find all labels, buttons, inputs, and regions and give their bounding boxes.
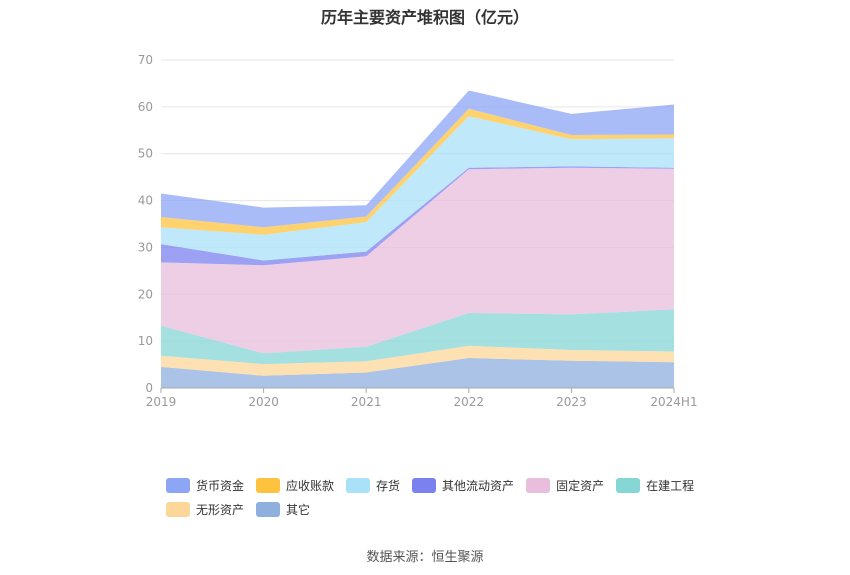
y-tick-label: 50 xyxy=(138,147,153,161)
area-7[interactable] xyxy=(161,108,674,235)
x-tick-label: 2023 xyxy=(556,395,587,409)
legend-item-inventory[interactable]: 存货 xyxy=(346,477,400,494)
area-4[interactable] xyxy=(161,167,674,354)
area-series xyxy=(161,90,674,388)
x-tick-label: 2021 xyxy=(351,395,382,409)
data-source: 数据来源：恒生聚源 xyxy=(366,550,484,565)
axes: 0 10 20 30 40 50 60 70 2019 2020 2021 2022 2023 2024H… xyxy=(138,53,698,409)
legend-swatch-intangible xyxy=(166,501,190,517)
legend-swatch-receivables xyxy=(256,477,281,493)
legend-item-fixed-assets[interactable]: 固定资产 xyxy=(526,477,604,494)
x-tick-label: 2019 xyxy=(146,395,177,409)
y-tick-label: 70 xyxy=(138,53,153,67)
legend-row-2: 无形资产 其它 xyxy=(166,497,726,521)
chart-title: 历年主要资产堆积图（亿元） xyxy=(320,8,529,27)
area-8[interactable] xyxy=(161,90,674,228)
y-tick-label: 0 xyxy=(145,381,153,395)
legend-item-other[interactable]: 其它 xyxy=(256,501,310,518)
legend-label-inventory: 存货 xyxy=(376,478,401,493)
y-tick-label: 60 xyxy=(138,100,153,114)
y-tick-label: 30 xyxy=(138,240,153,254)
legend-swatch-cash xyxy=(166,477,190,493)
area-1[interactable] xyxy=(161,358,674,388)
legend-label-other-current-assets: 其他流动资产 xyxy=(442,478,515,493)
y-tick-label: 20 xyxy=(138,287,153,301)
area-3[interactable] xyxy=(161,309,674,365)
legend-swatch-other-current-assets xyxy=(412,477,437,493)
y-tick-label: 10 xyxy=(138,334,153,348)
legend-item-intangible[interactable]: 无形资产 xyxy=(166,501,244,518)
legend-swatch-construction xyxy=(616,477,641,493)
legend-label-construction: 在建工程 xyxy=(646,478,695,493)
legend-item-construction[interactable]: 在建工程 xyxy=(616,477,694,494)
legend-item-receivables[interactable]: 应收账款 xyxy=(256,477,334,494)
area-6[interactable] xyxy=(161,116,674,261)
legend-label-receivables: 应收账款 xyxy=(286,478,335,493)
legend-label-cash: 货币资金 xyxy=(196,478,245,493)
legend-swatch-other xyxy=(256,501,281,517)
legend-swatch-fixed-assets xyxy=(526,477,551,493)
legend: 货币资金 应收账款 存货 其他流动资产 固定资产 在建工程 无形资产 xyxy=(166,473,726,521)
area-2[interactable] xyxy=(161,345,674,376)
x-tick-label: 2020 xyxy=(248,395,279,409)
legend-item-cash[interactable]: 货币资金 xyxy=(166,477,244,494)
legend-item-other-current-assets[interactable]: 其他流动资产 xyxy=(412,477,514,494)
legend-swatch-inventory xyxy=(346,477,371,493)
stacked-area-chart: 0 10 20 30 40 50 60 70 2019 2020 2021 2022 2023 2024H… xyxy=(138,53,698,409)
x-tick-label: 2024H1 xyxy=(650,395,697,409)
legend-label-fixed-assets: 固定资产 xyxy=(556,478,605,493)
legend-label-other: 其它 xyxy=(286,502,311,517)
y-tick-label: 40 xyxy=(138,194,153,208)
x-tick-label: 2022 xyxy=(454,395,485,409)
legend-label-intangible: 无形资产 xyxy=(196,502,245,517)
area-5[interactable] xyxy=(161,166,674,266)
legend-row-1: 货币资金 应收账款 存货 其他流动资产 固定资产 在建工程 xyxy=(166,473,726,497)
